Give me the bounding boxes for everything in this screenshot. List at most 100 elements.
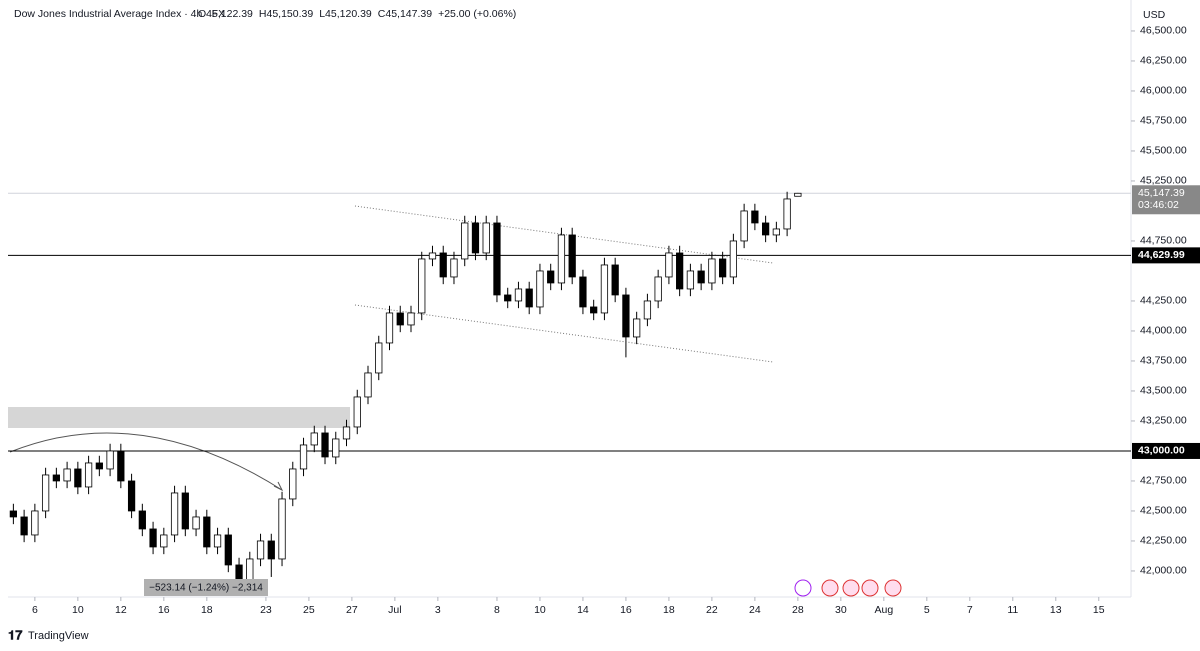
candle-body	[611, 264, 619, 296]
x-tick-label: 6	[32, 604, 38, 616]
event-icon[interactable]	[842, 579, 860, 597]
candle-body	[353, 396, 361, 428]
x-tick-label: 25	[303, 604, 315, 616]
x-tick-label: Jul	[388, 604, 401, 616]
brand: TradingView	[28, 630, 89, 642]
x-tick-label: 14	[577, 604, 589, 616]
y-tick-label: 42,500.00	[1140, 505, 1187, 517]
zone	[8, 407, 350, 428]
candle-body	[740, 210, 748, 242]
x-tick-label: 8	[494, 604, 500, 616]
y-tick-label: 46,250.00	[1140, 55, 1187, 67]
candle-body	[504, 294, 512, 302]
x-tick-label: 18	[663, 604, 675, 616]
y-tick-label: 45,750.00	[1140, 115, 1187, 127]
x-tick-label: 22	[706, 604, 718, 616]
currency-bg	[1134, 4, 1196, 26]
header-value: 45,150.39	[266, 8, 313, 20]
candle-body	[525, 288, 533, 308]
x-tick-label: 12	[115, 604, 127, 616]
candle-body	[117, 450, 125, 482]
candle-body	[213, 534, 222, 548]
candle-body	[170, 492, 179, 536]
header-title: Dow Jones Industrial Average Index · 4h …	[14, 8, 225, 20]
candle-body	[41, 474, 50, 512]
x-tick-label: 28	[792, 604, 804, 616]
header-key: C	[378, 8, 386, 20]
x-tick-label: 18	[201, 604, 213, 616]
header-value: 45,147.39	[385, 8, 432, 20]
y-tick-label: 45,500.00	[1140, 145, 1187, 157]
channel-upper	[354, 205, 774, 264]
y-tick-label: 44,000.00	[1140, 325, 1187, 337]
candle-body	[794, 192, 802, 197]
candle-body	[106, 450, 114, 470]
candle-body	[557, 234, 566, 284]
brand-logo: 𝟏𝟕	[8, 627, 23, 642]
x-tick-label: 30	[835, 604, 847, 616]
candle-body	[256, 540, 265, 560]
candle-body	[482, 222, 490, 254]
currency: USD	[1143, 9, 1166, 21]
candle-body	[52, 474, 60, 482]
x-tick-label: Aug	[874, 604, 893, 616]
candle-body	[289, 468, 297, 500]
y-tick-label: 46,500.00	[1140, 25, 1187, 37]
candle-body	[84, 462, 93, 488]
event-icon[interactable]	[861, 579, 879, 597]
candle-body	[471, 222, 480, 254]
candle-body	[181, 492, 189, 530]
candle-body	[299, 444, 308, 470]
candle-body	[321, 432, 329, 458]
candle-body	[719, 258, 727, 278]
event-icon[interactable]	[884, 579, 902, 597]
x-tick-label: 24	[749, 604, 761, 616]
candle-body	[461, 222, 469, 260]
candle-body	[547, 270, 555, 284]
last-price-tag	[1132, 185, 1200, 215]
candle-body	[772, 228, 780, 236]
candle-body	[203, 516, 211, 548]
candle-body	[654, 276, 662, 302]
x-tick-label: 16	[158, 604, 170, 616]
candle-body	[514, 288, 523, 302]
y-tick-label: 45,250.00	[1140, 175, 1187, 187]
x-tick-label: 27	[346, 604, 358, 616]
candle-body	[633, 318, 641, 338]
x-tick-label: 16	[620, 604, 632, 616]
candle-body	[536, 270, 544, 308]
header-value: 45,122.39	[206, 8, 253, 20]
channel-lower	[354, 304, 774, 363]
event-icon[interactable]	[821, 579, 839, 597]
candle-body	[278, 498, 286, 560]
y-tick-label: 44,250.00	[1140, 295, 1187, 307]
candle-body	[686, 270, 695, 290]
y-tick-label: 43,500.00	[1140, 385, 1187, 397]
price-tag	[1132, 442, 1200, 459]
candle-body	[396, 312, 404, 326]
candle-body	[375, 342, 383, 374]
candle-body	[493, 222, 501, 296]
header-key: O	[198, 8, 206, 20]
x-tick-label: 7	[967, 604, 973, 616]
candle-body	[149, 528, 157, 548]
candle-body	[708, 258, 716, 284]
header-key: L	[319, 8, 325, 20]
x-tick-label: 10	[72, 604, 84, 616]
last-price-label: 45,147.39	[1138, 187, 1185, 199]
candle-body	[418, 258, 426, 314]
candle-body	[751, 210, 759, 224]
candle-body	[622, 294, 630, 338]
candle-body	[31, 510, 39, 536]
measure-box	[144, 579, 268, 596]
candle-body	[385, 312, 394, 344]
candle-body	[127, 480, 136, 512]
x-tick-label: 13	[1050, 604, 1062, 616]
event-icon[interactable]	[794, 579, 812, 597]
y-tick-label: 43,250.00	[1140, 415, 1187, 427]
x-tick-label: 23	[260, 604, 272, 616]
plot-area	[8, 191, 1131, 591]
